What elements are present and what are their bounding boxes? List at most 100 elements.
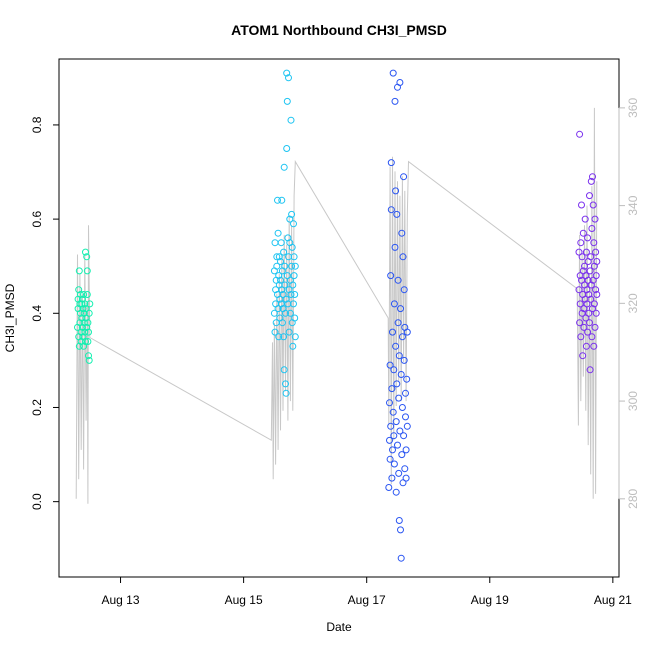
data-point-group-2 bbox=[273, 262, 281, 270]
data-point-group-3 bbox=[398, 451, 406, 459]
y-tick-label: 0.6 bbox=[30, 210, 44, 227]
data-point-group-2 bbox=[280, 333, 288, 341]
data-point-group-3 bbox=[392, 418, 400, 426]
data-point-group-1 bbox=[82, 314, 90, 322]
data-point-group-1 bbox=[85, 352, 92, 360]
data-point-group-3 bbox=[390, 300, 398, 308]
data-point-group-4 bbox=[583, 286, 591, 294]
data-point-group-2 bbox=[271, 328, 279, 336]
data-point-group-2 bbox=[275, 253, 283, 261]
data-point-group-2 bbox=[287, 291, 295, 298]
data-point-group-4 bbox=[579, 229, 587, 237]
data-point-group-1 bbox=[83, 253, 91, 261]
data-point-group-2 bbox=[280, 163, 288, 171]
data-point-group-3 bbox=[387, 206, 395, 214]
data-point-group-3 bbox=[395, 517, 403, 524]
data-point-group-3 bbox=[391, 97, 399, 105]
data-point-group-3 bbox=[396, 427, 404, 435]
data-point-group-4 bbox=[593, 291, 601, 298]
data-point-group-2 bbox=[277, 239, 285, 247]
data-point-group-4 bbox=[588, 333, 596, 341]
data-point-group-4 bbox=[585, 309, 593, 317]
data-point-group-2 bbox=[274, 229, 282, 237]
y-axis-left: 0.0 0.2 0.4 0.6 0.8 bbox=[30, 116, 60, 510]
y2-tick-label: 320 bbox=[626, 293, 640, 313]
data-point-group-4 bbox=[592, 272, 600, 280]
data-point-group-3 bbox=[389, 446, 396, 454]
data-point-group-4 bbox=[584, 328, 592, 336]
data-point-group-1 bbox=[81, 328, 89, 336]
data-point-group-3 bbox=[394, 319, 402, 327]
data-point-group-3 bbox=[398, 229, 406, 237]
data-point-group-4 bbox=[576, 130, 584, 138]
data-point-group-2 bbox=[273, 253, 281, 261]
data-point-group-1 bbox=[82, 338, 89, 345]
data-point-group-3 bbox=[397, 554, 405, 562]
data-point-group-2 bbox=[289, 342, 297, 350]
data-point-group-2 bbox=[285, 74, 292, 82]
data-point-group-1 bbox=[80, 309, 88, 317]
data-point-group-4 bbox=[590, 239, 598, 247]
data-point-group-2 bbox=[278, 319, 286, 327]
data-point-group-3 bbox=[386, 436, 393, 444]
data-point-group-2 bbox=[282, 295, 290, 303]
y2-tick-label: 340 bbox=[626, 195, 640, 215]
data-point-group-2 bbox=[282, 309, 289, 317]
data-point-group-3 bbox=[397, 305, 404, 313]
data-point-group-2 bbox=[275, 272, 283, 280]
data-point-group-1 bbox=[83, 323, 91, 331]
data-point-group-2 bbox=[281, 262, 289, 270]
y-tick-label: 0.8 bbox=[30, 116, 44, 133]
data-point-group-3 bbox=[388, 385, 396, 393]
data-point-group-2 bbox=[286, 215, 294, 223]
data-point-group-1 bbox=[84, 338, 92, 345]
data-point-group-3 bbox=[395, 352, 403, 360]
data-point-group-2 bbox=[277, 276, 284, 284]
data-point-group-3 bbox=[397, 371, 405, 378]
data-point-group-3 bbox=[385, 484, 393, 491]
data-point-group-3 bbox=[402, 413, 409, 421]
data-point-group-3 bbox=[403, 422, 411, 430]
data-point-group-3 bbox=[390, 460, 398, 468]
x-axis: Aug 13 Aug 15 Aug 17 Aug 19 Aug 21 bbox=[102, 576, 632, 607]
data-point-group-4 bbox=[589, 305, 596, 313]
x-axis-label: Date bbox=[326, 620, 352, 634]
data-point-group-2 bbox=[288, 243, 296, 251]
secondary-series-line bbox=[75, 107, 598, 504]
data-point-group-3 bbox=[402, 389, 409, 397]
data-point-group-2 bbox=[286, 309, 294, 317]
data-point-group-2 bbox=[275, 333, 283, 341]
data-point-group-1 bbox=[81, 300, 89, 308]
data-point-group-4 bbox=[580, 305, 588, 313]
data-point-group-2 bbox=[289, 281, 297, 289]
data-point-group-4 bbox=[591, 323, 599, 331]
data-point-group-4 bbox=[587, 177, 595, 185]
data-point-group-4 bbox=[589, 201, 597, 209]
data-point-group-3 bbox=[389, 408, 397, 416]
data-point-group-2 bbox=[283, 97, 291, 105]
data-point-group-4 bbox=[586, 192, 593, 200]
data-point-group-3 bbox=[392, 187, 400, 195]
data-point-group-4 bbox=[587, 295, 595, 303]
data-point-group-3 bbox=[387, 272, 395, 280]
data-point-group-4 bbox=[578, 309, 586, 317]
data-point-group-4 bbox=[577, 239, 585, 247]
data-point-group-3 bbox=[389, 69, 397, 77]
data-point-group-1 bbox=[85, 328, 92, 336]
x-tick-label: Aug 19 bbox=[471, 593, 509, 607]
data-point-group-4 bbox=[581, 215, 589, 223]
data-point-group-3 bbox=[386, 399, 393, 407]
data-point-group-1 bbox=[84, 319, 92, 327]
y-axis-right: 280 300 320 340 360 bbox=[618, 98, 640, 509]
data-point-group-4 bbox=[583, 300, 591, 308]
data-point-group-4 bbox=[576, 319, 584, 327]
x-tick-label: Aug 17 bbox=[348, 593, 386, 607]
data-point-group-1 bbox=[80, 291, 88, 298]
x-tick-label: Aug 15 bbox=[225, 593, 263, 607]
data-point-group-1 bbox=[75, 267, 83, 275]
data-point-group-2 bbox=[280, 248, 288, 256]
data-point-group-3 bbox=[387, 422, 395, 430]
data-point-group-4 bbox=[577, 333, 585, 341]
data-point-group-3 bbox=[392, 342, 400, 350]
data-point-group-2 bbox=[288, 262, 296, 270]
